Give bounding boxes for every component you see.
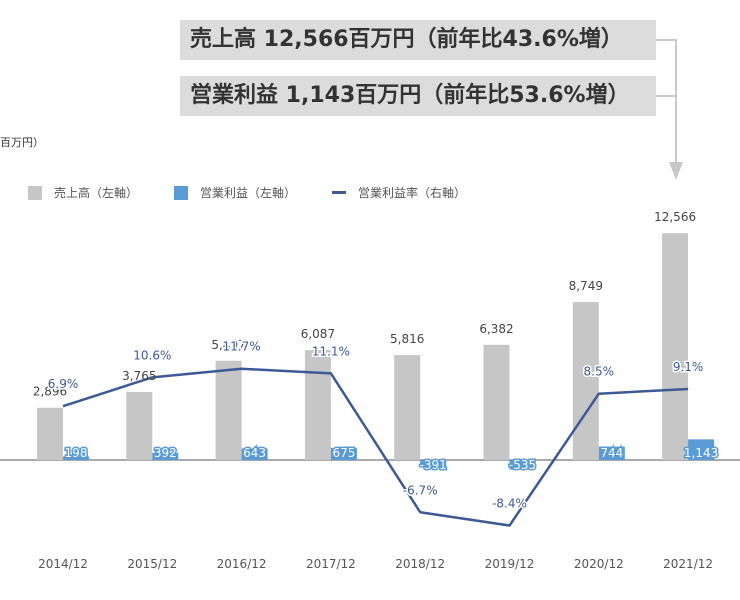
legend-label-revenue: 売上高（左軸） — [54, 186, 139, 200]
profit-value-label: 643 — [243, 446, 266, 460]
revenue-value-label: 12,566 — [654, 210, 696, 224]
x-axis-tick-label: 2016/12 — [217, 557, 267, 571]
revenue-value-label: 5,497 — [211, 338, 245, 352]
margin-value-label: -6.7% — [403, 483, 438, 497]
x-axis-tick-label: 2018/12 — [395, 557, 445, 571]
callout-connector-arrow — [656, 39, 683, 180]
x-axis-tick-label: 2019/12 — [485, 557, 535, 571]
profit-bar — [330, 447, 357, 460]
revenue-bar — [215, 360, 242, 460]
revenue-value-label: 5,816 — [390, 332, 424, 346]
margin-value-label: 6.9% — [48, 377, 79, 391]
profit-value-label: 392 — [154, 446, 177, 460]
profit-value-label: 744 — [600, 446, 623, 460]
revenue-value-label: 2,896 — [33, 385, 67, 399]
revenue-bar — [394, 355, 421, 460]
revenue-value-label: 6,087 — [301, 327, 335, 341]
margin-value-label: -8.4% — [492, 497, 527, 511]
profit-value-label: 198 — [65, 446, 88, 460]
margin-value-label: 11.7% — [223, 340, 261, 354]
x-axis-tick-label: 2020/12 — [574, 557, 624, 571]
legend-swatch-margin — [332, 191, 347, 194]
profit-bar — [509, 460, 536, 470]
revenue-value-label: 8,749 — [569, 279, 603, 293]
profit-callout: 営業利益 1,143百万円（前年比53.6%増） — [180, 76, 656, 116]
revenue-bar — [37, 407, 63, 460]
revenue-value-label: 3,765 — [122, 369, 156, 383]
chart-legend: 売上高（左軸） 営業利益（左軸） 営業利益率（右軸） — [28, 184, 502, 201]
margin-value-label: 11.1% — [312, 344, 350, 358]
profit-bar — [63, 456, 89, 460]
unit-label: 百万円） — [0, 136, 44, 149]
margin-line-path — [62, 367, 689, 527]
legend-item-margin: 営業利益率（右軸） — [332, 184, 466, 201]
profit-bar — [598, 446, 625, 460]
revenue-bar — [304, 350, 331, 460]
x-axis-tick-label: 2014/12 — [38, 557, 88, 571]
revenue-callout: 売上高 12,566百万円（前年比43.6%増） — [180, 20, 656, 60]
margin-value-label: 10.6% — [133, 348, 171, 362]
profit-bar — [420, 460, 447, 468]
profit-value-label: -391 — [420, 458, 447, 472]
revenue-bar — [126, 392, 153, 460]
x-axis-tick-label: 2021/12 — [663, 557, 713, 571]
profit-value-label: -535 — [509, 458, 536, 472]
margin-value-label: 9.1% — [673, 360, 704, 374]
revenue-value-label: 6,382 — [479, 322, 513, 336]
revenue-bar — [572, 302, 599, 460]
legend-label-margin: 営業利益率（右軸） — [358, 186, 467, 200]
margin-value-label: 8.5% — [584, 365, 615, 379]
legend-item-profit: 営業利益（左軸） — [174, 184, 296, 201]
profit-value-label: 675 — [332, 446, 355, 460]
revenue-bar — [483, 344, 510, 460]
profit-bar — [241, 448, 268, 460]
legend-swatch-profit — [174, 185, 189, 200]
profit-value-label: 1,143 — [684, 446, 718, 460]
profit-bar — [688, 439, 715, 460]
revenue-bar — [662, 233, 689, 460]
legend-swatch-revenue — [28, 185, 42, 200]
legend-label-profit: 営業利益（左軸） — [200, 186, 297, 200]
x-axis-tick-label: 2017/12 — [306, 557, 356, 571]
x-axis-tick-label: 2015/12 — [127, 557, 177, 571]
legend-item-revenue: 売上高（左軸） — [28, 184, 138, 201]
profit-bar — [152, 452, 179, 460]
